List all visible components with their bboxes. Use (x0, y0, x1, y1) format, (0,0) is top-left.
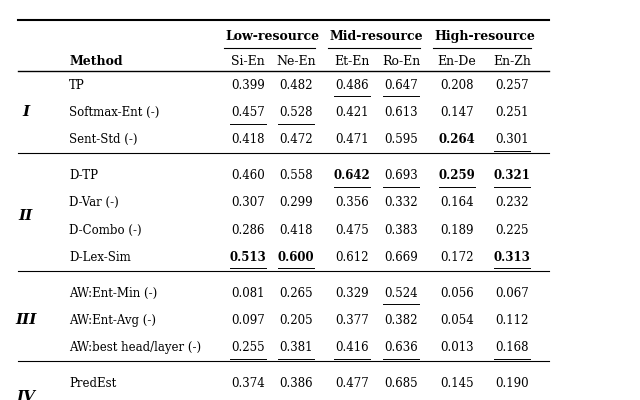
Text: 0.524: 0.524 (385, 287, 418, 300)
Text: 0.612: 0.612 (335, 251, 369, 264)
Text: Ne-En: Ne-En (276, 55, 316, 68)
Text: 0.255: 0.255 (232, 341, 265, 354)
Text: 0.600: 0.600 (277, 251, 314, 264)
Text: Method: Method (69, 55, 123, 68)
Text: 0.097: 0.097 (232, 314, 265, 327)
Text: 0.383: 0.383 (385, 224, 418, 236)
Text: 0.528: 0.528 (279, 106, 312, 119)
Text: 0.189: 0.189 (440, 224, 474, 236)
Text: 0.669: 0.669 (385, 251, 418, 264)
Text: 0.307: 0.307 (232, 196, 265, 209)
Text: 0.558: 0.558 (279, 169, 312, 182)
Text: 0.382: 0.382 (385, 314, 418, 327)
Text: 0.374: 0.374 (232, 377, 265, 390)
Text: 0.477: 0.477 (335, 377, 369, 390)
Text: 0.259: 0.259 (438, 169, 476, 182)
Text: 0.471: 0.471 (335, 133, 369, 146)
Text: 0.067: 0.067 (495, 287, 529, 300)
Text: 0.472: 0.472 (279, 133, 312, 146)
Text: 0.332: 0.332 (385, 196, 418, 209)
Text: 0.418: 0.418 (279, 224, 312, 236)
Text: Low-resource: Low-resource (225, 30, 319, 43)
Text: Mid-resource: Mid-resource (330, 30, 424, 43)
Text: 0.460: 0.460 (232, 169, 265, 182)
Text: 0.168: 0.168 (495, 341, 529, 354)
Text: High-resource: High-resource (434, 30, 535, 43)
Text: AW:best head/layer (-): AW:best head/layer (-) (69, 341, 201, 354)
Text: 0.386: 0.386 (279, 377, 312, 390)
Text: 0.081: 0.081 (232, 287, 265, 300)
Text: 0.013: 0.013 (440, 341, 474, 354)
Text: Et-En: Et-En (334, 55, 370, 68)
Text: II: II (19, 210, 33, 223)
Text: 0.418: 0.418 (232, 133, 265, 146)
Text: 0.147: 0.147 (440, 106, 474, 119)
Text: AW:Ent-Avg (-): AW:Ent-Avg (-) (69, 314, 156, 327)
Text: 0.251: 0.251 (495, 106, 529, 119)
Text: D-TP: D-TP (69, 169, 98, 182)
Text: AW:Ent-Min (-): AW:Ent-Min (-) (69, 287, 157, 300)
Text: III: III (15, 314, 36, 328)
Text: 0.054: 0.054 (440, 314, 474, 327)
Text: 0.232: 0.232 (495, 196, 529, 209)
Text: 0.613: 0.613 (385, 106, 418, 119)
Text: D-Var (-): D-Var (-) (69, 196, 119, 209)
Text: 0.265: 0.265 (279, 287, 312, 300)
Text: Ro-En: Ro-En (382, 55, 420, 68)
Text: D-Lex-Sim: D-Lex-Sim (69, 251, 131, 264)
Text: En-De: En-De (438, 55, 476, 68)
Text: 0.112: 0.112 (495, 314, 529, 327)
Text: 0.225: 0.225 (495, 224, 529, 236)
Text: TP: TP (69, 79, 85, 92)
Text: 0.482: 0.482 (279, 79, 312, 92)
Text: 0.205: 0.205 (279, 314, 312, 327)
Text: 0.286: 0.286 (232, 224, 265, 236)
Text: 0.475: 0.475 (335, 224, 369, 236)
Text: 0.685: 0.685 (385, 377, 418, 390)
Text: 0.636: 0.636 (385, 341, 418, 354)
Text: 0.693: 0.693 (385, 169, 418, 182)
Text: D-Combo (-): D-Combo (-) (69, 224, 141, 236)
Text: 0.457: 0.457 (232, 106, 265, 119)
Text: 0.377: 0.377 (335, 314, 369, 327)
Text: 0.145: 0.145 (440, 377, 474, 390)
Text: 0.399: 0.399 (232, 79, 265, 92)
Text: IV: IV (16, 390, 35, 400)
Text: 0.321: 0.321 (493, 169, 531, 182)
Text: 0.056: 0.056 (440, 287, 474, 300)
Text: PredEst: PredEst (69, 377, 116, 390)
Text: 0.381: 0.381 (279, 341, 312, 354)
Text: 0.647: 0.647 (385, 79, 418, 92)
Text: 0.299: 0.299 (279, 196, 312, 209)
Text: Sent-Std (-): Sent-Std (-) (69, 133, 138, 146)
Text: 0.329: 0.329 (335, 287, 369, 300)
Text: 0.190: 0.190 (495, 377, 529, 390)
Text: 0.642: 0.642 (333, 169, 371, 182)
Text: 0.486: 0.486 (335, 79, 369, 92)
Text: 0.208: 0.208 (440, 79, 474, 92)
Text: 0.356: 0.356 (335, 196, 369, 209)
Text: Si-En: Si-En (232, 55, 265, 68)
Text: 0.164: 0.164 (440, 196, 474, 209)
Text: Softmax-Ent (-): Softmax-Ent (-) (69, 106, 159, 119)
Text: I: I (22, 105, 29, 119)
Text: 0.313: 0.313 (493, 251, 531, 264)
Text: 0.416: 0.416 (335, 341, 369, 354)
Text: 0.421: 0.421 (335, 106, 369, 119)
Text: 0.264: 0.264 (438, 133, 476, 146)
Text: En-Zh: En-Zh (493, 55, 531, 68)
Text: 0.595: 0.595 (385, 133, 418, 146)
Text: 0.513: 0.513 (230, 251, 267, 264)
Text: 0.257: 0.257 (495, 79, 529, 92)
Text: 0.172: 0.172 (440, 251, 474, 264)
Text: 0.301: 0.301 (495, 133, 529, 146)
